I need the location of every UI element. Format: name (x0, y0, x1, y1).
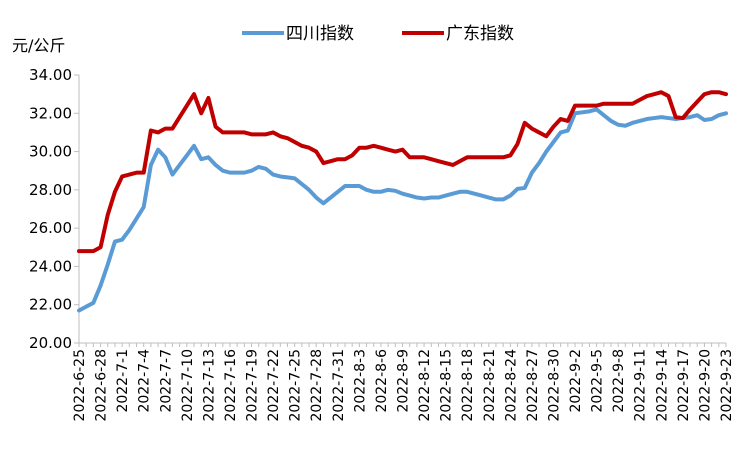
x-tick-label: 2022-9-11 (633, 349, 649, 421)
x-tick-label: 2022-9-17 (676, 349, 692, 421)
x-tick-label: 2022-9-8 (611, 349, 627, 413)
x-tick-label: 2022-7-10 (180, 349, 196, 421)
x-tick-label: 2022-8-18 (460, 349, 476, 421)
x-axis: 2022-6-25 2022-6-28 2022-7-1 2022-7-4 2022-7… (72, 342, 735, 422)
x-tick-label: 2022-7-7 (158, 349, 174, 413)
y-tick-label: 22.00 (29, 296, 72, 314)
x-tick-label: 2022-8-6 (374, 349, 390, 413)
x-tick-label: 2022-7-22 (266, 349, 282, 421)
series-line-2 (77, 90, 728, 254)
series-line-1 (77, 107, 728, 313)
x-tick-label: 2022-9-23 (719, 349, 735, 421)
y-tick-label: 26.00 (29, 219, 72, 237)
x-tick-label: 2022-8-27 (525, 349, 541, 421)
legend: 四川指数 广东指数 (242, 24, 514, 44)
y-tick-label: 28.00 (29, 181, 72, 199)
x-tick-label: 2022-8-9 (396, 349, 412, 413)
y-tick-label: 34.00 (29, 66, 72, 84)
x-tick-label: 2022-7-16 (223, 349, 239, 422)
x-tick-label: 2022-9-5 (590, 349, 606, 413)
x-tick-label: 2022-6-28 (94, 349, 110, 421)
x-tick-label: 2022-9-2 (568, 349, 584, 413)
x-tick-label: 2022-7-31 (331, 349, 347, 421)
x-tick-label: 2022-7-4 (137, 349, 153, 413)
legend-label-1: 四川指数 (286, 24, 354, 44)
y-axis: 20.00 22.00 24.00 26.00 28.00 30.00 32.00 34.00 (29, 66, 80, 352)
x-tick-label: 2022-8-12 (417, 349, 433, 421)
legend-label-2: 广东指数 (446, 24, 514, 44)
y-tick-label: 32.00 (29, 104, 72, 122)
y-tick-label: 24.00 (29, 257, 72, 275)
x-tick-label: 2022-9-20 (697, 349, 713, 421)
y-tick-label: 30.00 (29, 143, 72, 161)
x-tick-label: 2022-8-24 (503, 349, 519, 422)
x-tick-label: 2022-7-25 (288, 349, 304, 421)
plot-area (77, 90, 728, 313)
x-tick-label: 2022-7-1 (115, 349, 131, 413)
x-tick-label: 2022-8-30 (546, 349, 562, 421)
x-tick-label: 2022-8-15 (439, 349, 455, 421)
x-tick-label: 2022-7-13 (201, 349, 217, 421)
x-tick-label: 2022-6-25 (72, 349, 88, 421)
x-tick-label: 2022-8-3 (352, 349, 368, 413)
y-unit-label: 元/公斤 (12, 36, 65, 55)
x-tick-label: 2022-7-28 (309, 349, 325, 421)
x-tick-label: 2022-9-14 (654, 349, 670, 422)
x-tick-label: 2022-8-21 (482, 349, 498, 421)
y-tick-label: 20.00 (29, 334, 72, 352)
x-tick-label: 2022-7-19 (245, 349, 261, 421)
